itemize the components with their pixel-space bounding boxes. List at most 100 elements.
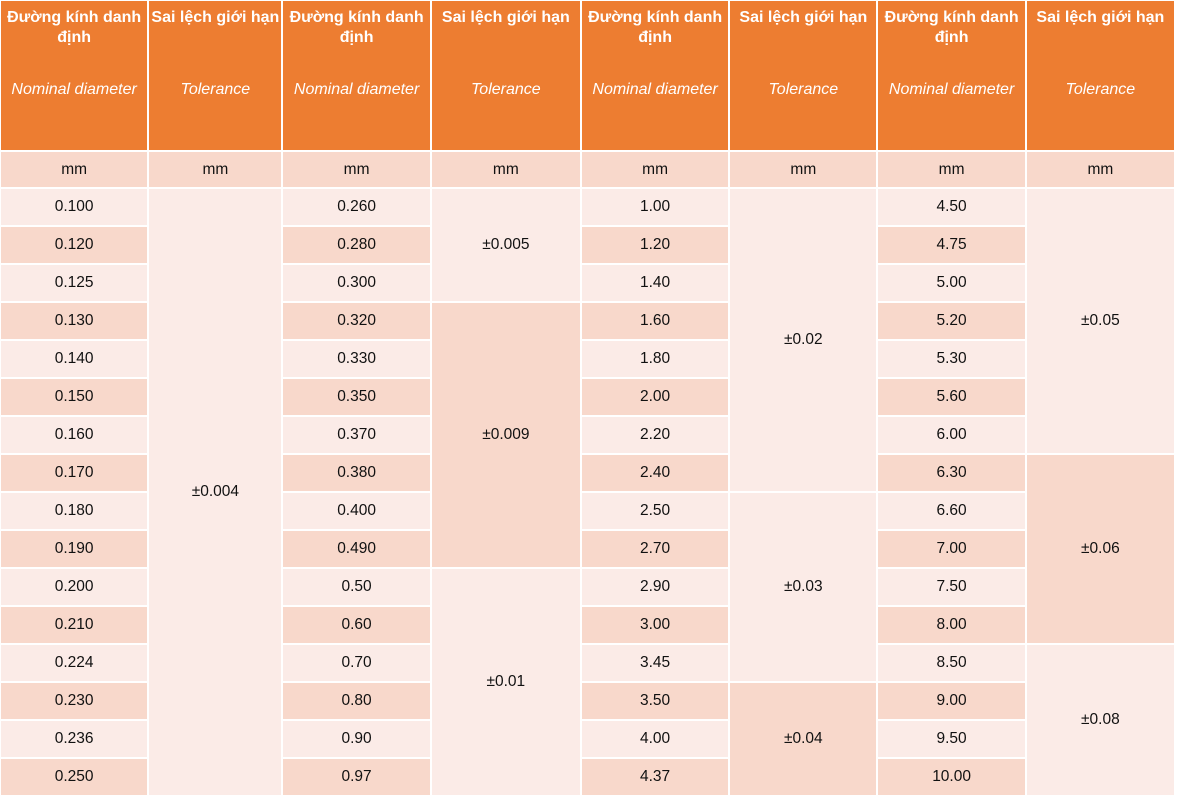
- diameter-cell: 2.40: [581, 455, 729, 491]
- header-vn-label: Sai lệch giới hạn: [1036, 9, 1165, 26]
- header-vn-label: Đường kính danh định: [588, 9, 723, 46]
- diameter-cell: 2.00: [581, 379, 729, 415]
- diameter-cell: 0.170: [1, 455, 148, 491]
- header-nominal-diameter: Đường kính danh định Nominal diameter: [283, 1, 430, 150]
- diameter-cell: 7.50: [878, 569, 1025, 605]
- table-row: 0.230 0.80 3.50 ±0.04 9.00: [1, 683, 1174, 795]
- unit-cell: mm: [149, 152, 282, 187]
- header-en-label: Tolerance: [180, 81, 251, 98]
- tolerance-cell: ±0.08: [1026, 645, 1174, 795]
- tolerance-cell: ±0.06: [1026, 455, 1174, 643]
- table-row: 0.224 0.70 3.45 8.50 ±0.08: [1, 645, 1174, 795]
- diameter-cell: 1.40: [581, 265, 729, 301]
- diameter-cell: 0.150: [1, 379, 148, 415]
- diameter-cell: 1.60: [581, 303, 729, 339]
- table-row: 0.100 ±0.004 0.260 ±0.005 1.00 ±0.02 4.5…: [1, 189, 1174, 795]
- header-vn-label: Đường kính danh định: [289, 9, 424, 46]
- diameter-cell: 6.30: [878, 455, 1025, 491]
- header-en-label: Tolerance: [768, 81, 839, 98]
- table-row: 0.140 0.330 1.80 5.30: [1, 341, 1174, 377]
- diameter-cell: 9.50: [878, 721, 1025, 757]
- header-vn-label: Sai lệch giới hạn: [151, 9, 280, 26]
- diameter-cell: 3.50: [581, 683, 729, 719]
- units-row: mm mm mm mm mm mm mm mm: [1, 152, 1174, 187]
- table-row: 0.190 0.490 2.70 7.00: [1, 531, 1174, 567]
- header-tolerance: Sai lệch giới hạn Tolerance: [149, 1, 282, 150]
- diameter-cell: 0.490: [283, 531, 430, 567]
- diameter-cell: 0.97: [283, 759, 430, 795]
- header-en-label: Tolerance: [471, 81, 541, 98]
- diameter-cell: 0.224: [1, 645, 148, 681]
- header-tolerance: Sai lệch giới hạn Tolerance: [1026, 1, 1174, 150]
- unit-cell: mm: [730, 152, 877, 187]
- diameter-cell: 2.50: [581, 493, 729, 529]
- diameter-cell: 0.330: [283, 341, 430, 377]
- table-row: 0.125 0.300 1.40 5.00: [1, 265, 1174, 301]
- diameter-cell: 5.00: [878, 265, 1025, 301]
- table-row: 0.210 0.60 3.00 8.00: [1, 607, 1174, 643]
- table-row: 0.170 0.380 2.40 6.30 ±0.06: [1, 455, 1174, 643]
- diameter-cell: 0.280: [283, 227, 430, 263]
- diameter-cell: 0.210: [1, 607, 148, 643]
- diameter-cell: 0.300: [283, 265, 430, 301]
- header-tolerance: Sai lệch giới hạn Tolerance: [730, 1, 877, 150]
- diameter-cell: 5.60: [878, 379, 1025, 415]
- diameter-cell: 5.20: [878, 303, 1025, 339]
- diameter-cell: 9.00: [878, 683, 1025, 719]
- diameter-cell: 4.00: [581, 721, 729, 757]
- diameter-cell: 0.250: [1, 759, 148, 795]
- diameter-cell: 8.00: [878, 607, 1025, 643]
- table-row: 0.130 0.320 ±0.009 1.60 5.20: [1, 303, 1174, 567]
- diameter-cell: 0.180: [1, 493, 148, 529]
- diameter-cell: 0.380: [283, 455, 430, 491]
- header-nominal-diameter: Đường kính danh định Nominal diameter: [581, 1, 729, 150]
- tolerance-cell: ±0.009: [431, 303, 580, 567]
- diameter-cell: 2.20: [581, 417, 729, 453]
- diameter-cell: 0.90: [283, 721, 430, 757]
- tolerance-cell: ±0.004: [149, 189, 282, 795]
- tolerance-cell: ±0.03: [730, 493, 877, 681]
- header-vn-label: Đường kính danh định: [7, 9, 142, 46]
- diameter-cell: 0.230: [1, 683, 148, 719]
- table-row: 0.236 0.90 4.00 9.50: [1, 721, 1174, 757]
- tolerance-cell: ±0.04: [730, 683, 877, 795]
- diameter-cell: 10.00: [878, 759, 1025, 795]
- header-en-label: Tolerance: [1065, 81, 1136, 98]
- diameter-cell: 0.350: [283, 379, 430, 415]
- table-row: 0.150 0.350 2.00 5.60: [1, 379, 1174, 415]
- unit-cell: mm: [431, 152, 580, 187]
- header-en-label: Nominal diameter: [888, 81, 1015, 98]
- table-row: 0.180 0.400 2.50 ±0.03 6.60: [1, 493, 1174, 681]
- diameter-cell: 0.370: [283, 417, 430, 453]
- header-nominal-diameter: Đường kính danh định Nominal diameter: [878, 1, 1025, 150]
- diameter-cell: 8.50: [878, 645, 1025, 681]
- diameter-cell: 0.100: [1, 189, 148, 225]
- diameter-cell: 1.00: [581, 189, 729, 225]
- diameter-cell: 2.70: [581, 531, 729, 567]
- header-en-label: Nominal diameter: [592, 81, 718, 98]
- tolerance-cell: ±0.05: [1026, 189, 1174, 453]
- diameter-cell: 1.20: [581, 227, 729, 263]
- header-row: Đường kính danh định Nominal diameter Sai…: [1, 1, 1174, 150]
- unit-cell: mm: [1026, 152, 1174, 187]
- diameter-cell: 0.120: [1, 227, 148, 263]
- diameter-cell: 4.75: [878, 227, 1025, 263]
- diameter-cell: 0.140: [1, 341, 148, 377]
- header-en-label: Nominal diameter: [11, 81, 137, 98]
- header-tolerance: Sai lệch giới hạn Tolerance: [431, 1, 580, 150]
- diameter-cell: 0.260: [283, 189, 430, 225]
- unit-cell: mm: [283, 152, 430, 187]
- diameter-cell: 0.80: [283, 683, 430, 719]
- table-row: 0.120 0.280 1.20 4.75: [1, 227, 1174, 263]
- diameter-cell: 0.400: [283, 493, 430, 529]
- diameter-cell: 0.160: [1, 417, 148, 453]
- header-en-label: Nominal diameter: [293, 81, 420, 98]
- diameter-cell: 2.90: [581, 569, 729, 605]
- diameter-cell: 0.320: [283, 303, 430, 339]
- diameter-cell: 0.60: [283, 607, 430, 643]
- unit-cell: mm: [581, 152, 729, 187]
- table-row: 0.250 0.97 4.37 10.00: [1, 759, 1174, 795]
- diameter-cell: 6.60: [878, 493, 1025, 529]
- header-vn-label: Sai lệch giới hạn: [441, 9, 570, 26]
